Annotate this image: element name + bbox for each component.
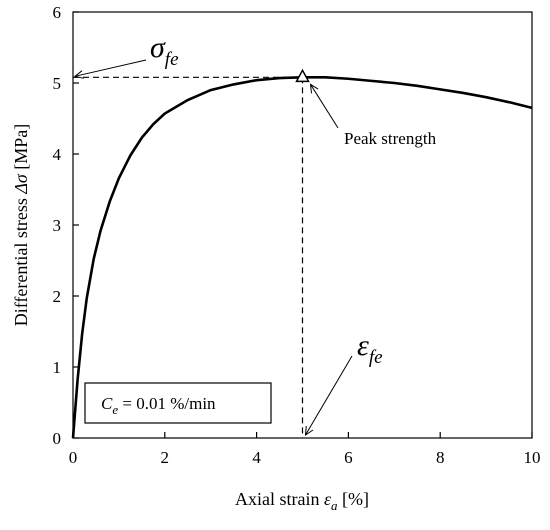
annotation-lines: [73, 59, 353, 438]
plot-area-frame: [72, 11, 533, 439]
y-tick-label: 2: [53, 287, 62, 306]
y-tick-label: 6: [53, 3, 62, 22]
peak-marker: [295, 68, 310, 83]
tick-labels: 0 2 4 6 8 10 0 1 2 3 4 5 6: [53, 3, 541, 467]
eps-fe-label: εfe: [357, 329, 383, 368]
x-tick-label: 4: [252, 448, 261, 467]
sigma-fe-arrow: [74, 59, 147, 77]
rate-box-text: Ce = 0.01 %/min: [101, 394, 216, 417]
x-tick-label: 2: [161, 448, 170, 467]
y-tick-label: 0: [53, 429, 62, 448]
y-tick-label: 3: [53, 216, 62, 235]
x-tick-label: 10: [524, 448, 541, 467]
rate-box: [84, 382, 272, 424]
y-tick-label: 5: [53, 74, 62, 93]
sigma-fe-arrow-head: [73, 70, 84, 79]
peak-strength-arrow-head: [309, 83, 319, 94]
y-tick-label: 4: [53, 145, 62, 164]
eps-fe-arrow: [305, 355, 353, 436]
eps-fe-arrow-head: [304, 425, 314, 436]
sigma-fe-label: σfe: [150, 31, 179, 70]
x-tick-label: 8: [436, 448, 445, 467]
x-axis-label: Axial strain εa [%]: [235, 489, 369, 513]
peak-strength-arrow: [310, 84, 339, 129]
peak-strength-label: Peak strength: [344, 129, 437, 148]
y-axis-label: Differential stress Δσ [MPa]: [11, 124, 31, 327]
stress-strain-curve: [71, 76, 533, 439]
x-tick-label: 0: [69, 448, 78, 467]
x-tick-label: 6: [344, 448, 353, 467]
y-tick-label: 1: [53, 358, 62, 377]
